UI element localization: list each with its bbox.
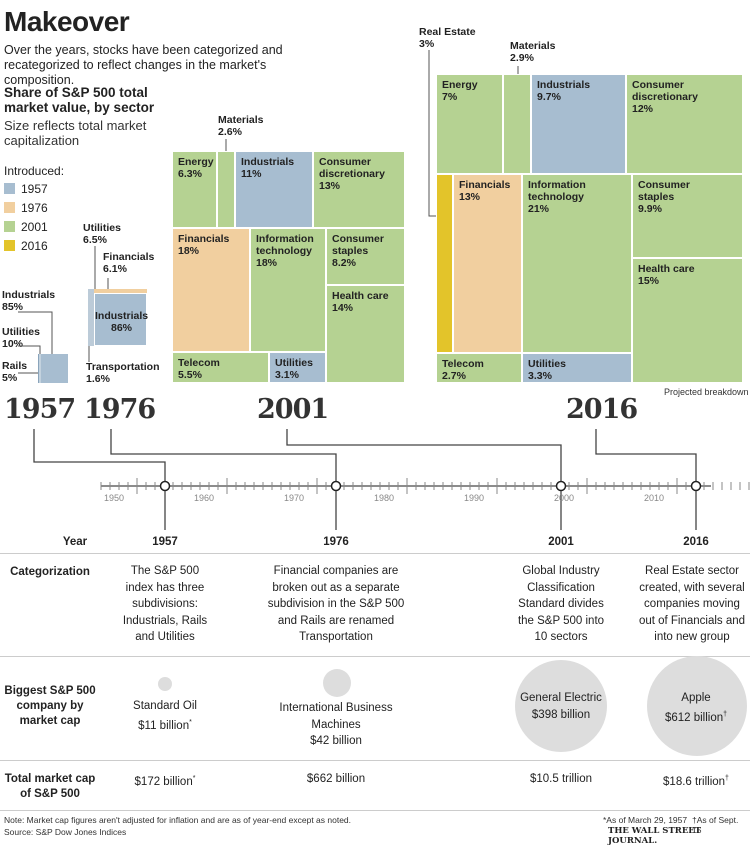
tile-1957-utilities (38, 354, 41, 383)
tile-2001-information-technology: Information technology 18% (250, 228, 326, 352)
legend-title: Introduced: (4, 164, 65, 178)
table-year-2001: 2001 (548, 536, 574, 548)
label-1957-rails: Rails 5% (2, 360, 28, 384)
footnote-dagger: †As of Sept. 15 (692, 815, 739, 835)
total-cap-2001: $10.5 trillion (529, 773, 592, 785)
publisher-logo: THE WALL STREET JOURNAL. (608, 826, 702, 846)
tile-2001-telecom: Telecom 5.5% (172, 352, 269, 383)
decade-label: 1960 (194, 493, 215, 503)
legend-swatch (4, 202, 15, 213)
label-1976-financials: Financials 6.1% (103, 251, 155, 275)
tile-1957-rails (38, 354, 39, 383)
divider (0, 553, 750, 554)
size-circle-2016 (647, 656, 747, 756)
tile-2016-consumer-staples: Consumer staples 9.9% (632, 174, 743, 258)
table-year-2016: 2016 (683, 536, 709, 548)
legend-swatch (4, 221, 15, 232)
total-cap-1976: $662 billion (306, 773, 366, 785)
tile-1957-industrials (41, 354, 68, 383)
tile-2016-information-technology: Information technology 21% (522, 174, 632, 353)
label-1976-transportation: Transportation 1.6% (86, 361, 160, 385)
decade-label: 1990 (464, 493, 485, 503)
tile-2016-utilities: Utilities 3.3% (522, 353, 632, 383)
biggest-company-2001: General Electric $398 billion (520, 692, 602, 721)
tile-2001-materials (217, 151, 235, 228)
tile-2001-utilities: Utilities 3.1% (269, 352, 326, 383)
source: Source: S&P Dow Jones Indices (4, 827, 127, 837)
year-label-1976: 1976 (84, 394, 156, 425)
footnote-asterisk: *As of March 29, 1957 (603, 815, 688, 825)
label-1976-utilities: Utilities 6.5% (83, 222, 121, 246)
label-2001-materials: Materials 2.6% (218, 114, 264, 138)
total-cap-2016: $18.6 trillion† (663, 775, 729, 788)
label-1957-industrials: Industrials 85% (2, 289, 56, 313)
tile-2016-real-estate (436, 174, 453, 353)
label-2016-materials: Materials 2.9% (510, 40, 556, 64)
legend-item-2001: 2001 (4, 220, 48, 234)
legend-item-2016: 2016 (4, 239, 48, 253)
tile-1976-industrials: Industrials 86% (94, 293, 148, 346)
tile-2016-telecom: Telecom 2.7% (436, 353, 522, 383)
categorization-2016: Real Estate sector created, with several… (638, 565, 746, 643)
row-label-total-market-cap: Total market cap of S&P 500 (4, 773, 96, 800)
legend-swatch (4, 183, 15, 194)
divider (0, 810, 750, 811)
legend-item-1976: 1976 (4, 201, 48, 215)
tile-2016-financials: Financials 13% (453, 174, 522, 353)
legend-item-1957: 1957 (4, 182, 48, 196)
size-circle-2001 (515, 660, 607, 752)
tile-2016-energy: Energy 7% (436, 74, 503, 174)
size-note: Size reflects total market capitalizatio… (4, 118, 147, 148)
tile-2001-energy: Energy 6.3% (172, 151, 217, 228)
categorization-1957: The S&P 500 index has three subdivisions… (122, 565, 208, 643)
tile-2001-consumer-staples: Consumer staples 8.2% (326, 228, 405, 285)
year-label-1957: 1957 (4, 394, 76, 425)
tile-2016-materials (503, 74, 531, 174)
table-year-1957: 1957 (152, 536, 178, 548)
subtitle: Over the years, stocks have been categor… (4, 43, 283, 87)
projected-note: Projected breakdown (664, 387, 749, 397)
divider (0, 760, 750, 761)
decade-label: 1980 (374, 493, 395, 503)
tile-2001-financials: Financials 18% (172, 228, 250, 352)
page-title: Makeover (4, 6, 130, 37)
decade-label: 1950 (104, 493, 125, 503)
footnote: Note: Market cap figures aren't adjusted… (4, 815, 352, 825)
row-label-categorization: Categorization (10, 566, 90, 578)
tile-2001-industrials: Industrials 11% (235, 151, 313, 228)
divider (0, 656, 750, 657)
row-label-biggest-company: Biggest S&P 500 company by market cap (4, 685, 96, 727)
size-circle-1976 (323, 669, 351, 697)
size-circle-1957 (158, 677, 172, 691)
biggest-company-2016: Apple $612 billion† (664, 692, 728, 724)
categorization-2001: Global Industry Classification Standard … (517, 565, 605, 643)
biggest-company-1976: International Business Machines $42 billi… (279, 702, 393, 747)
year-column-header: Year (62, 536, 88, 548)
share-title: Share of S&P 500 total market value, by … (4, 85, 155, 115)
tile-2001-consumer-discretionary: Consumer discretionary 13% (313, 151, 405, 228)
tile-1976-financials (91, 289, 147, 293)
categorization-1976: Financial companies are broken out as a … (267, 565, 405, 643)
total-cap-1957: $172 billion* (134, 775, 196, 788)
legend-swatch (4, 240, 15, 251)
year-label-2001: 2001 (257, 394, 329, 425)
tile-2016-consumer-discretionary: Consumer discretionary 12% (626, 74, 743, 174)
tile-1976-utilities (88, 289, 94, 346)
biggest-company-1957: Standard Oil $11 billion* (133, 700, 197, 732)
year-label-2016: 2016 (566, 394, 638, 425)
table-year-1976: 1976 (323, 536, 349, 548)
decade-label: 2010 (644, 493, 665, 503)
label-2016-real-estate: Real Estate 3% (419, 26, 476, 50)
tile-2001-health-care: Health care 14% (326, 285, 405, 383)
decade-label: 2000 (554, 493, 575, 503)
tile-2016-industrials: Industrials 9.7% (531, 74, 626, 174)
decade-label: 1970 (284, 493, 305, 503)
label-1957-utilities: Utilities 10% (2, 326, 40, 350)
tile-2016-health-care: Health care 15% (632, 258, 743, 383)
